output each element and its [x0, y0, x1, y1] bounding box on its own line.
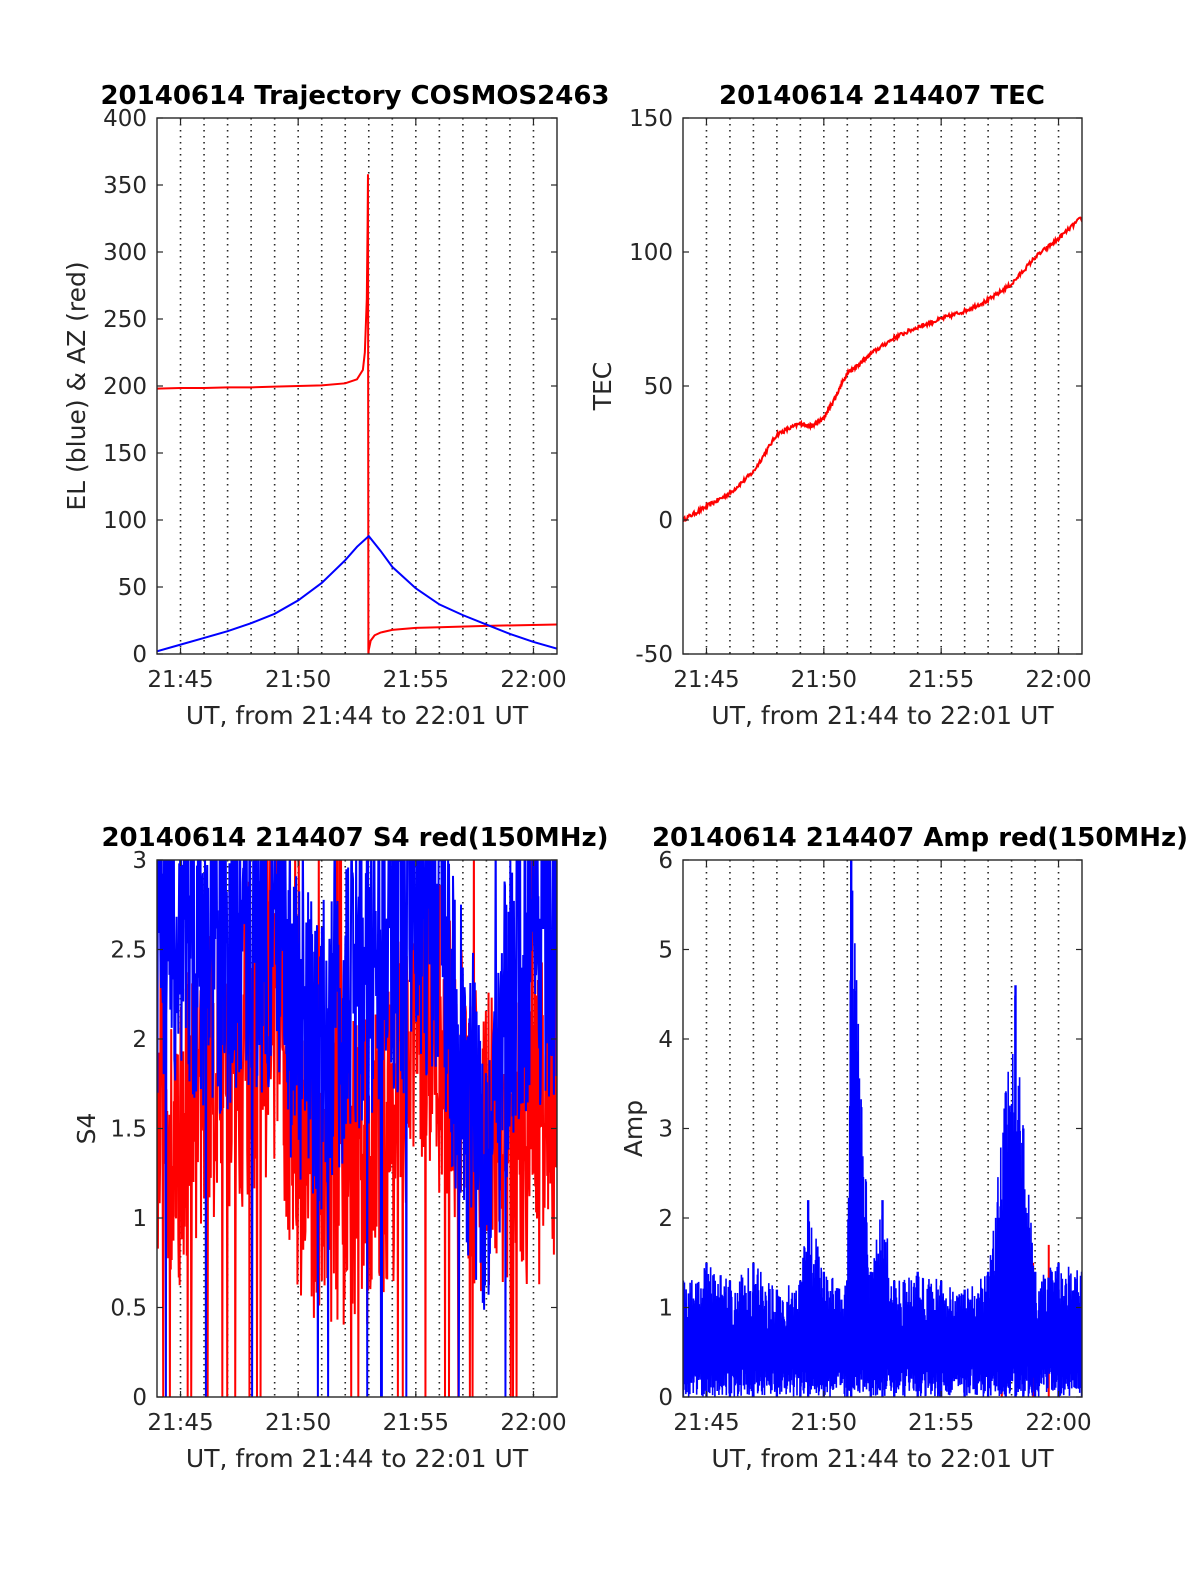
trajectory-panel: 20140614 Trajectory COSMOS2463 EL (blue)…	[62, 81, 610, 730]
s4-ytick-label: 1.5	[110, 1117, 147, 1143]
amp-ytick-label: 3	[658, 1117, 673, 1143]
amp-ylabel: Amp	[619, 1100, 648, 1157]
trajectory-axes-frame	[156, 117, 558, 655]
s4-ylabel: S4	[72, 1113, 101, 1145]
tec-panel: 20140614 214407 TEC TEC UT, from 21:44 t…	[588, 81, 1092, 730]
s4-ytick-label: 1	[132, 1206, 147, 1232]
s4-series-1	[157, 860, 557, 1397]
s4-ytick-label: 0.5	[110, 1296, 147, 1322]
trajectory-ytick-label: 50	[118, 575, 147, 601]
s4-xlabel: UT, from 21:44 to 22:01 UT	[186, 1444, 529, 1473]
trajectory-ylabel: EL (blue) & AZ (red)	[62, 261, 91, 510]
trajectory-xtick-label: 21:45	[147, 667, 213, 693]
amp-panel: 20140614 214407 Amp red(150MHz) Amp UT, …	[619, 823, 1188, 1473]
trajectory-series-1	[157, 534, 557, 653]
tec-axes-frame	[682, 117, 1083, 655]
trajectory-ytick-label: 150	[103, 441, 147, 467]
s4-ytick-label: 0	[132, 1385, 147, 1411]
tec-ytick-label: 100	[629, 240, 673, 266]
trajectory-ytick-label: 100	[103, 508, 147, 534]
amp-ytick-label: 5	[658, 938, 673, 964]
s4-xtick-label: 21:55	[383, 1410, 449, 1436]
s4-xtick-label: 21:45	[147, 1410, 213, 1436]
tec-xtick-label: 22:00	[1025, 667, 1091, 693]
trajectory-xtick-label: 21:50	[265, 667, 331, 693]
tec-title: 20140614 214407 TEC	[719, 81, 1045, 111]
tec-plot-area	[683, 216, 1082, 523]
trajectory-ytick-label: 0	[132, 642, 147, 668]
tec-series-0	[683, 216, 1082, 523]
trajectory-ytick-label: 350	[103, 173, 147, 199]
trajectory-ytick-label: 300	[103, 240, 147, 266]
trajectory-series-0	[157, 174, 557, 654]
s4-xtick-label: 21:50	[265, 1410, 331, 1436]
tec-ytick-label: 50	[644, 374, 673, 400]
tec-ytick-label: 150	[629, 106, 673, 132]
tec-xtick-label: 21:55	[908, 667, 974, 693]
amp-xtick-label: 22:00	[1025, 1410, 1091, 1436]
amp-ytick-label: 0	[658, 1385, 673, 1411]
amp-ytick-label: 4	[658, 1027, 673, 1053]
amp-xlabel: UT, from 21:44 to 22:01 UT	[711, 1444, 1054, 1473]
s4-plot-area	[157, 860, 557, 1397]
amp-xtick-label: 21:55	[908, 1410, 974, 1436]
tec-xlabel: UT, from 21:44 to 22:01 UT	[711, 701, 1054, 730]
trajectory-plot-area	[157, 174, 557, 654]
amp-ytick-label: 1	[658, 1296, 673, 1322]
amp-ytick-label: 2	[658, 1206, 673, 1232]
s4-ytick-label: 2	[132, 1027, 147, 1053]
tec-ytick-label: -50	[635, 642, 673, 668]
amp-ytick-label: 6	[658, 848, 673, 874]
trajectory-ytick-label: 400	[103, 106, 147, 132]
trajectory-xlabel: UT, from 21:44 to 22:01 UT	[186, 701, 529, 730]
amp-xtick-label: 21:50	[791, 1410, 857, 1436]
trajectory-title: 20140614 Trajectory COSMOS2463	[100, 81, 609, 111]
s4-title: 20140614 214407 S4 red(150MHz)	[101, 823, 608, 853]
trajectory-ytick-label: 200	[103, 374, 147, 400]
s4-ytick-label: 3	[132, 848, 147, 874]
amp-xtick-label: 21:45	[673, 1410, 739, 1436]
amp-title: 20140614 214407 Amp red(150MHz)	[652, 823, 1188, 853]
amp-plot-area	[683, 860, 1082, 1397]
trajectory-ytick-label: 250	[103, 307, 147, 333]
s4-xtick-label: 22:00	[500, 1410, 566, 1436]
s4-panel: 20140614 214407 S4 red(150MHz) S4 UT, fr…	[72, 823, 609, 1473]
trajectory-xtick-label: 22:00	[500, 667, 566, 693]
tec-xtick-label: 21:50	[791, 667, 857, 693]
tec-ytick-label: 0	[658, 508, 673, 534]
s4-ytick-label: 2.5	[110, 938, 147, 964]
tec-ylabel: TEC	[588, 362, 617, 412]
tec-xtick-label: 21:45	[673, 667, 739, 693]
trajectory-xtick-label: 21:55	[383, 667, 449, 693]
